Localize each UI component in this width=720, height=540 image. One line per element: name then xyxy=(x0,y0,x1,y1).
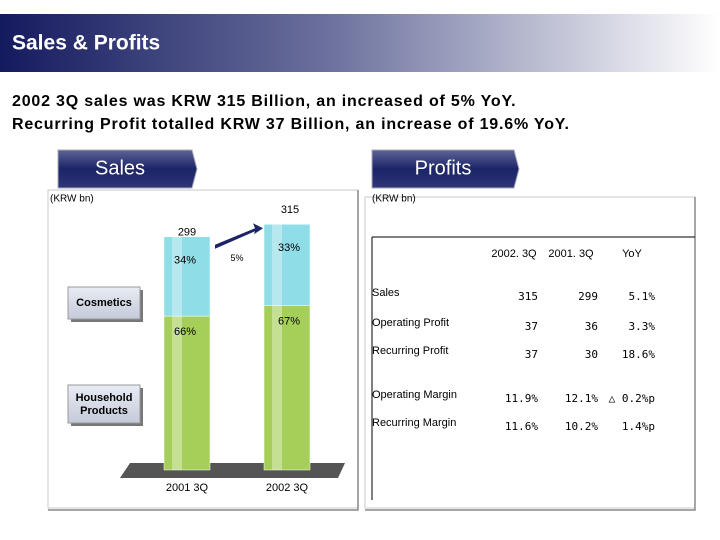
bar-base xyxy=(120,463,345,478)
slide-title: Sales & Profits xyxy=(12,32,160,55)
table-cell: 11.9% xyxy=(505,392,538,405)
row-label: Sales xyxy=(372,287,400,299)
segment-label: 67% xyxy=(278,315,300,327)
table-cell: 36 xyxy=(585,320,598,333)
unit-label: (KRW bn) xyxy=(50,194,94,205)
bar-highlight xyxy=(172,316,182,470)
column-header: 2001. 3Q xyxy=(548,248,594,260)
panel-shadow xyxy=(48,190,359,511)
table-cell: 11.6% xyxy=(505,420,538,433)
legend-box xyxy=(67,384,141,424)
sales-tab xyxy=(57,149,198,189)
tab-label: Sales xyxy=(95,157,145,179)
bar-segment xyxy=(163,236,211,317)
title-bar xyxy=(0,14,720,72)
table-cell: 30 xyxy=(585,348,598,361)
profits-tab xyxy=(371,149,520,189)
row-label: Operating Profit xyxy=(372,317,449,329)
bar-segment xyxy=(163,315,211,471)
table-cell: 5.1% xyxy=(629,290,656,303)
growth-label: 5% xyxy=(230,253,243,263)
bar-highlight xyxy=(272,224,282,306)
row-label: Operating Margin xyxy=(372,389,457,401)
column-header: YoY xyxy=(622,248,642,260)
legend-label: Cosmetics xyxy=(76,297,132,309)
table-cell: 37 xyxy=(525,348,538,361)
table-cell: 315 xyxy=(518,290,538,303)
panel-shadow xyxy=(365,197,696,511)
table-cell: 10.2% xyxy=(565,420,598,433)
x-tick-label: 2002 3Q xyxy=(266,482,309,494)
x-tick-label: 2001 3Q xyxy=(166,482,209,494)
table-cell: 18.6% xyxy=(622,348,655,361)
table-cell: 3.3% xyxy=(629,320,656,333)
segment-label: 66% xyxy=(174,326,196,338)
bar-highlight xyxy=(172,236,182,317)
table-cell: 1.4%p xyxy=(622,420,655,433)
total-label: 299 xyxy=(178,227,196,239)
table-cell: 37 xyxy=(525,320,538,333)
bar-highlight xyxy=(272,305,282,470)
bar-segment xyxy=(263,224,311,306)
legend-box xyxy=(67,286,141,320)
segment-label: 34% xyxy=(174,255,196,267)
total-label: 315 xyxy=(281,204,299,216)
tab-label: Profits xyxy=(415,157,472,179)
growth-arrow xyxy=(215,223,263,249)
table-cell: △ 0.2%p xyxy=(609,392,655,405)
subtitle-line: 2002 3Q sales was KRW 315 Billion, an in… xyxy=(12,93,516,110)
bar-segment xyxy=(263,305,311,471)
column-header: 2002. 3Q xyxy=(491,248,537,260)
table-cell: 12.1% xyxy=(565,392,598,405)
table-cell: 299 xyxy=(578,290,598,303)
segment-label: 33% xyxy=(278,242,300,254)
row-label: Recurring Margin xyxy=(372,417,456,429)
row-label: Recurring Profit xyxy=(372,345,448,357)
subtitle-line: Recurring Profit totalled KRW 37 Billion… xyxy=(12,116,570,133)
legend-label: Household Products xyxy=(76,392,133,417)
unit-label: (KRW bn) xyxy=(372,194,416,205)
